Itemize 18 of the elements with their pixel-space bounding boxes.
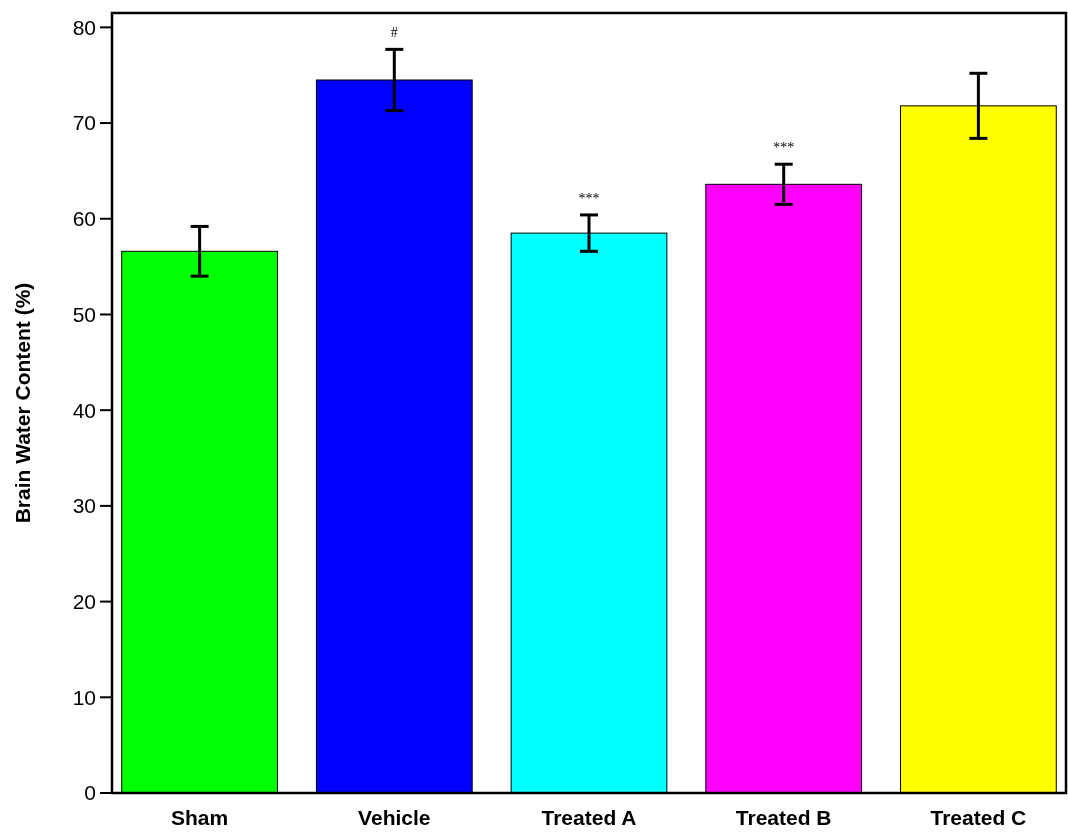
y-tick-label: 60 [72, 207, 96, 231]
y-tick-label: 10 [72, 685, 96, 709]
y-tick-label: 0 [84, 781, 96, 805]
annotation: *** [578, 190, 600, 206]
annotation: *** [773, 140, 795, 156]
x-tick-label: Treated B [735, 806, 832, 829]
y-tick-label: 70 [72, 111, 96, 135]
y-tick-label: 30 [72, 494, 96, 518]
y-tick-label: 40 [72, 398, 96, 422]
y-axis-title: Brain Water Content (%) [11, 282, 34, 524]
x-tick-label: Sham [171, 806, 229, 829]
y-tick-label: 20 [72, 589, 96, 613]
y-tick-label: 50 [72, 302, 96, 326]
x-tick-label: Treated C [930, 806, 1027, 829]
annotation: # [390, 25, 398, 41]
x-tick-label: Treated A [541, 806, 637, 829]
y-tick-label: 80 [72, 15, 96, 39]
x-tick-label: Vehicle [358, 806, 431, 829]
